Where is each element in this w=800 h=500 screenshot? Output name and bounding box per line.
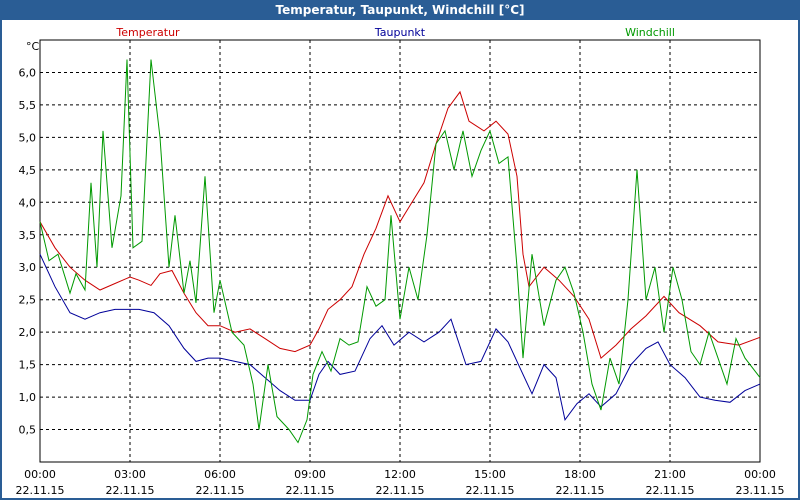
x-tick-time: 21:00 xyxy=(654,468,686,481)
x-tick-time: 12:00 xyxy=(384,468,416,481)
x-tick-time: 06:00 xyxy=(204,468,236,481)
x-tick-date: 22.11.15 xyxy=(646,484,695,497)
legend-item-windchill: Windchill xyxy=(625,26,675,39)
y-tick-label: 6,0 xyxy=(19,66,37,79)
x-tick-time: 15:00 xyxy=(474,468,506,481)
y-tick-label: 2,5 xyxy=(19,294,37,307)
x-tick-time: 03:00 xyxy=(114,468,146,481)
x-tick-date: 22.11.15 xyxy=(16,484,65,497)
legend-item-taupunkt: Taupunkt xyxy=(374,26,426,39)
x-tick-date: 22.11.15 xyxy=(466,484,515,497)
y-tick-label: 0,5 xyxy=(19,424,37,437)
x-tick-date: 22.11.15 xyxy=(106,484,155,497)
y-tick-label: 5,0 xyxy=(19,131,37,144)
x-axis: 00:00 22.11.15 03:00 22.11.15 06:00 22.11.15 0… xyxy=(16,468,785,497)
x-tick-time: 00:00 xyxy=(744,468,776,481)
series-line-taupunkt xyxy=(39,253,761,421)
y-tick-label: 4,5 xyxy=(19,164,37,177)
legend: Temperatur Taupunkt Windchill xyxy=(115,26,675,39)
x-tick-time: 18:00 xyxy=(564,468,596,481)
y-tick-label: 3,5 xyxy=(19,229,37,242)
y-axis-label: °C xyxy=(26,40,40,53)
y-tick-label: 5,5 xyxy=(19,99,37,112)
chart-title: Temperatur, Taupunkt, Windchill [°C] xyxy=(275,3,525,17)
x-tick-date: 22.11.15 xyxy=(286,484,335,497)
x-tick-time: 00:00 xyxy=(24,468,56,481)
grid xyxy=(40,40,760,462)
y-tick-label: 1,0 xyxy=(19,391,37,404)
y-axis: 0,5 1,0 1,5 2,0 2,5 3,0 3,5 4,0 4,5 5,0 5,5 6,0 xyxy=(19,66,37,436)
x-tick-date: 22.11.15 xyxy=(556,484,605,497)
legend-item-temperatur: Temperatur xyxy=(115,26,180,39)
x-tick-date: 22.11.15 xyxy=(196,484,245,497)
series-line-temperatur xyxy=(39,90,761,359)
plot-area xyxy=(39,39,761,463)
y-tick-label: 3,0 xyxy=(19,261,37,274)
series-lines xyxy=(39,59,761,444)
y-tick-label: 2,0 xyxy=(19,326,37,339)
y-tick-label: 4,0 xyxy=(19,196,37,209)
x-tick-time: 09:00 xyxy=(294,468,326,481)
y-tick-label: 1,5 xyxy=(19,359,37,372)
x-tick-date: 22.11.15 xyxy=(376,484,425,497)
series-line-windchill xyxy=(39,59,761,444)
x-tick-date: 23.11.15 xyxy=(736,484,785,497)
